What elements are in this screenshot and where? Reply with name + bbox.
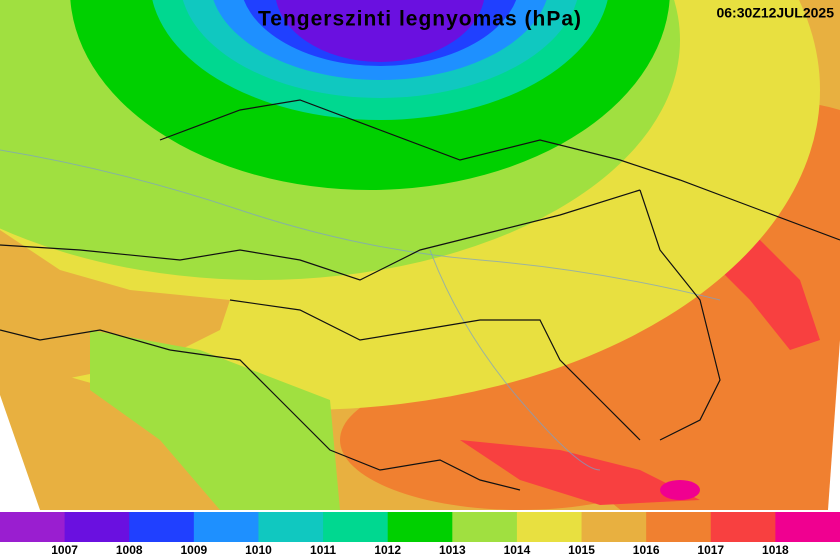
legend-label: 1013 [439,543,466,557]
legend-label: 1011 [310,543,336,557]
legend-swatch [258,512,324,542]
legend-label: 1017 [697,543,724,557]
legend-label: 1009 [180,543,207,557]
legend-swatch [323,512,389,542]
legend-label: 1016 [633,543,660,557]
legend-swatch [710,512,776,542]
legend-label: 1015 [568,543,595,557]
legend-swatch [646,512,712,542]
legend-label: 1008 [116,543,143,557]
legend-label: 1010 [245,543,272,557]
legend-swatch [581,512,647,542]
legend-swatch [129,512,195,542]
legend-swatch [516,512,583,542]
legend-swatch [452,512,518,542]
legend-swatch [193,512,259,542]
legend-label: 1014 [504,543,531,557]
legend-swatch [64,512,130,542]
legend-label: 1018 [762,543,789,557]
legend-swatch [387,512,453,542]
legend-label: 1012 [374,543,401,557]
legend-swatch [0,512,66,542]
legend-swatch [775,512,840,542]
timestamp: 06:30Z12JUL2025 [716,5,834,21]
color-legend: 1007 1008 1009 1010 1011 1012 1013 1014 1015 1016… [0,512,840,557]
map-title: Tengerszinti legnyomas (hPa) [258,8,582,31]
legend-label: 1007 [51,543,78,557]
